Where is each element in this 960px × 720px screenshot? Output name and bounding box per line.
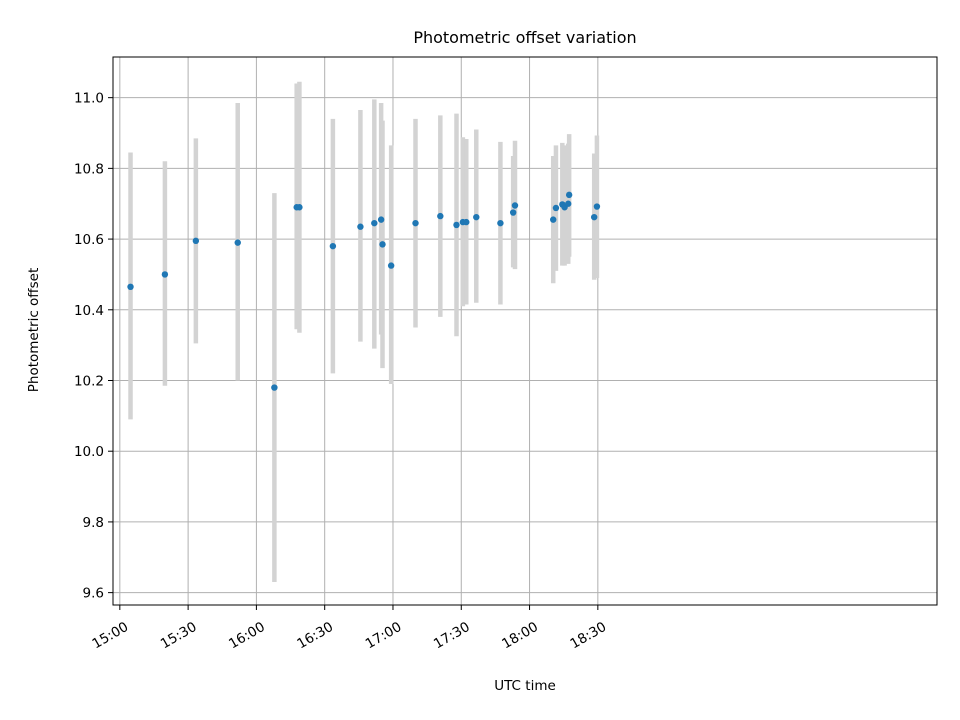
data-point — [565, 200, 572, 207]
y-tick-label: 9.6 — [83, 586, 104, 602]
x-tick-label: 17:00 — [363, 619, 405, 652]
x-tick-label: 18:00 — [499, 619, 541, 652]
data-point — [453, 221, 460, 229]
x-tick-label: 15:00 — [90, 619, 132, 652]
data-point — [473, 213, 480, 221]
x-tick-label: 17:30 — [431, 619, 473, 652]
x-tick-label: 16:30 — [294, 619, 336, 652]
data-point — [234, 239, 241, 246]
y-tick-label: 9.8 — [83, 515, 104, 531]
x-axis-ticks: 15:00 15:30 16:00 16:30 17:00 17:30 18:00 18:30 — [90, 605, 610, 652]
data-point — [511, 202, 519, 209]
data-points — [127, 191, 601, 391]
data-point — [161, 271, 169, 278]
y-tick-label: 10.6 — [74, 232, 104, 248]
data-point — [377, 216, 385, 223]
data-point — [296, 204, 303, 211]
data-point — [565, 191, 573, 199]
y-tick-label: 10.2 — [74, 373, 104, 389]
data-point — [192, 237, 200, 245]
data-point — [463, 218, 470, 226]
chart-title: Photometric offset variation — [413, 28, 636, 47]
y-tick-label: 10.8 — [74, 161, 104, 177]
error-bars — [128, 81, 600, 583]
data-point — [437, 212, 444, 220]
data-point — [271, 384, 278, 391]
data-point — [357, 223, 364, 230]
data-point — [127, 283, 134, 291]
x-tick-label: 18:30 — [568, 619, 610, 652]
data-point — [552, 204, 560, 212]
plot-frame — [112, 56, 938, 606]
data-point — [412, 219, 419, 227]
data-point — [329, 242, 337, 250]
data-point — [590, 213, 598, 221]
y-tick-label: 10.0 — [74, 444, 104, 460]
x-tick-label: 16:00 — [226, 619, 268, 652]
data-point — [497, 219, 504, 227]
x-tick-label: 15:30 — [158, 619, 200, 652]
data-point — [371, 219, 378, 227]
data-point — [593, 203, 601, 210]
y-axis-label: Photometric offset — [26, 268, 42, 392]
x-axis-label: UTC time — [494, 678, 556, 694]
data-point — [387, 262, 395, 269]
y-tick-label: 10.4 — [74, 303, 104, 319]
y-tick-label: 11.0 — [74, 91, 104, 107]
data-point — [550, 216, 557, 223]
data-point — [509, 209, 517, 216]
data-point — [379, 241, 386, 248]
y-axis-ticks: 9.6 9.8 10.0 10.2 10.4 10.6 10.8 11.0 — [74, 91, 113, 602]
